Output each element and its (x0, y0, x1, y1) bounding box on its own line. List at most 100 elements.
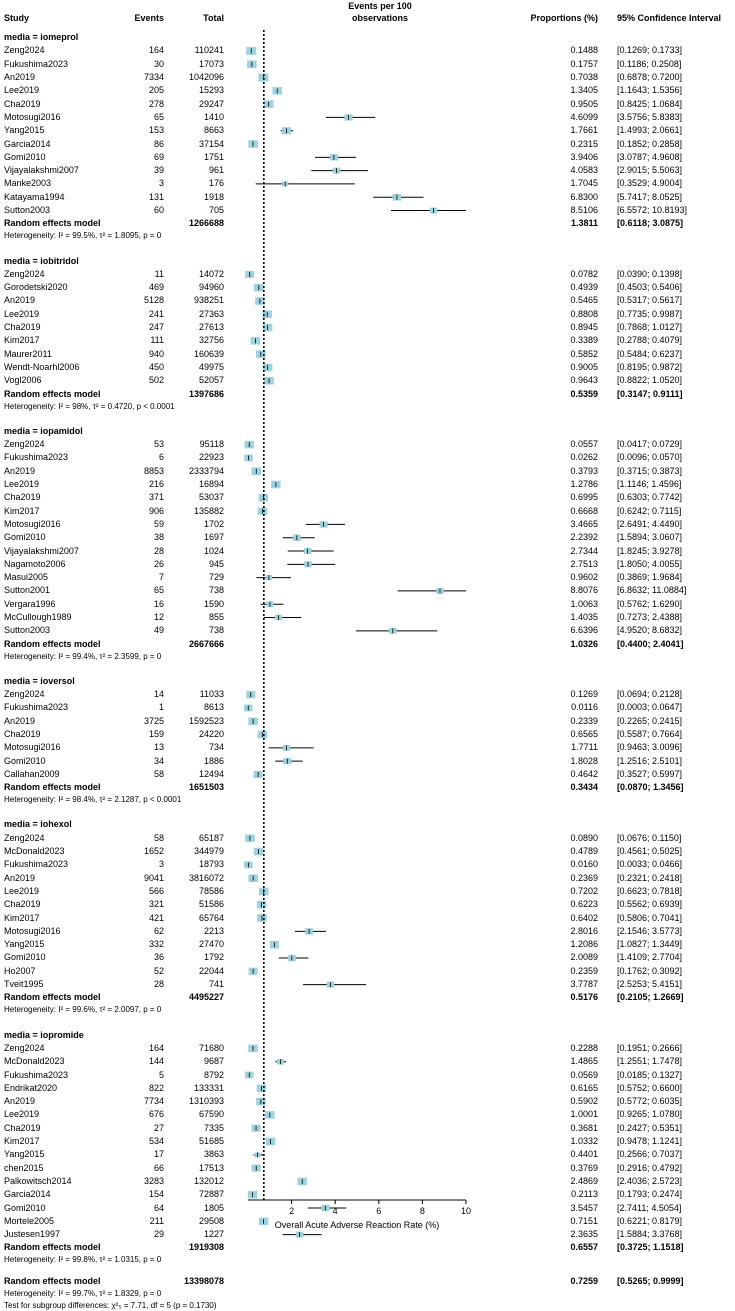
overall-total: 13398078 (183, 1276, 224, 1287)
study-proportion: 0.0890 (570, 832, 598, 843)
summary-label: Random effects model (4, 388, 101, 399)
study-events: 906 (148, 505, 164, 516)
study-events: 14 (153, 689, 164, 700)
study-total: 7335 (203, 1122, 224, 1133)
study-proportion: 3.9406 (570, 151, 598, 162)
summary-proportion: 0.3434 (570, 782, 598, 793)
study-ci: [0.0417; 0.0729] (617, 439, 683, 450)
study-ci: [6.5572; 10.8193] (617, 205, 688, 216)
study-events: 278 (148, 98, 164, 109)
summary-ci: [0.3147; 0.9111] (617, 388, 683, 399)
study-events: 13 (153, 742, 164, 753)
study-ci: [0.0390; 0.1398] (617, 268, 683, 279)
study-proportion: 0.2315 (570, 138, 598, 149)
study-events: 450 (148, 361, 164, 372)
study-events: 28 (153, 979, 164, 990)
study-ci: [0.6221; 0.8179] (617, 1215, 683, 1226)
heterogeneity-text: Heterogeneity: I² = 98%, τ² = 0.4720, p … (4, 401, 175, 411)
header-proportions: Proportions (%) (530, 13, 599, 23)
study-ci: [1.5884; 3.3768] (617, 1229, 683, 1240)
study-name: Sutton2003 (4, 205, 51, 216)
summary-proportion: 0.5359 (570, 388, 598, 399)
study-proportion: 0.0116 (571, 702, 598, 713)
study-ci: [0.7868; 1.0127] (617, 322, 683, 333)
study-events: 26 (153, 558, 164, 569)
study-name: Gomi2010 (4, 532, 46, 543)
study-proportion: 2.3635 (570, 1229, 598, 1240)
study-total: 1024 (203, 545, 224, 556)
study-proportion: 0.7202 (570, 885, 598, 896)
study-total: 9687 (203, 1056, 224, 1067)
study-name: Nagamoto2006 (4, 558, 66, 569)
study-proportion: 4.0583 (570, 165, 598, 176)
study-name: Tveit1995 (4, 979, 44, 990)
study-name: Garcia2014 (4, 138, 51, 149)
study-total: 22923 (198, 452, 224, 463)
study-ci: [0.9463; 3.0096] (617, 742, 683, 753)
study-ci: [0.0694; 0.2128] (617, 689, 683, 700)
study-events: 332 (148, 939, 164, 950)
summary-ci: [0.0870; 1.3456] (617, 782, 684, 793)
study-events: 676 (148, 1109, 164, 1120)
study-name: McDonald2023 (4, 846, 65, 857)
study-events: 3 (158, 859, 164, 870)
study-total: 11033 (199, 689, 224, 700)
study-events: 7 (158, 572, 164, 583)
header-study: Study (4, 13, 30, 23)
study-events: 321 (148, 899, 164, 910)
study-proportion: 1.7045 (570, 178, 598, 189)
study-name: Garcia2014 (4, 1189, 51, 1200)
study-name: Vijayalakshmi2007 (4, 545, 79, 556)
study-events: 34 (153, 755, 164, 766)
study-ci: [0.4561; 0.5025] (617, 846, 683, 857)
study-proportion: 0.3681 (570, 1122, 598, 1133)
study-events: 241 (148, 308, 164, 319)
study-total: 344979 (193, 846, 224, 857)
study-total: 738 (208, 625, 224, 636)
study-ci: [1.2551; 1.7478] (617, 1056, 683, 1067)
subgroup-label: media = iopamidol (4, 425, 83, 436)
study-ci: [1.1146; 1.4596] (617, 479, 682, 489)
study-events: 3725 (143, 715, 164, 726)
study-name: Justesen1997 (4, 1229, 61, 1240)
study-proportion: 0.3769 (570, 1162, 598, 1173)
study-total: 3863 (203, 1149, 224, 1160)
study-total: 8792 (203, 1069, 224, 1080)
study-name: An2019 (4, 465, 36, 476)
study-total: 53037 (198, 492, 224, 503)
x-tick-label: 8 (419, 1206, 425, 1216)
study-name: Palkowitsch2014 (4, 1175, 72, 1186)
study-name: Kim2017 (4, 912, 40, 923)
summary-total: 2667666 (188, 638, 224, 649)
study-name: Zeng2024 (4, 268, 45, 279)
study-proportion: 0.3793 (570, 465, 598, 476)
study-ci: [1.8245; 3.9278] (617, 545, 683, 556)
subgroup-test: Test for subgroup differences: χ²₅ = 7.7… (4, 1301, 217, 1311)
study-total: 52057 (198, 375, 224, 386)
x-tick-label: 2 (289, 1206, 295, 1216)
study-events: 58 (153, 768, 164, 779)
study-total: 160639 (193, 348, 224, 359)
study-ci: [0.1951; 0.2666] (617, 1042, 683, 1053)
study-ci: [0.0096; 0.0570] (617, 452, 683, 463)
study-total: 945 (208, 558, 224, 569)
study-events: 66 (153, 1162, 164, 1173)
study-proportion: 0.0782 (570, 268, 598, 279)
study-events: 164 (148, 45, 164, 56)
study-total: 18793 (198, 859, 224, 870)
study-name: Gorodetski2020 (4, 282, 68, 293)
study-name: Gomi2010 (4, 151, 46, 162)
study-name: Sutton2003 (4, 625, 51, 636)
study-name: Zeng2024 (4, 1042, 45, 1053)
study-proportion: 0.2369 (570, 872, 598, 883)
study-proportion: 6.6396 (570, 625, 598, 636)
study-events: 7734 (143, 1096, 164, 1107)
study-events: 27 (153, 1122, 164, 1133)
header-events-per-100-line2: observations (351, 13, 409, 23)
header-events: Events (134, 13, 164, 23)
study-ci: [0.6303; 0.7742] (617, 492, 683, 503)
study-total: 51685 (198, 1136, 224, 1147)
study-events: 69 (153, 151, 164, 162)
overall-label: Random effects model (4, 1276, 101, 1287)
study-ci: [1.0827; 1.3449] (617, 939, 683, 950)
